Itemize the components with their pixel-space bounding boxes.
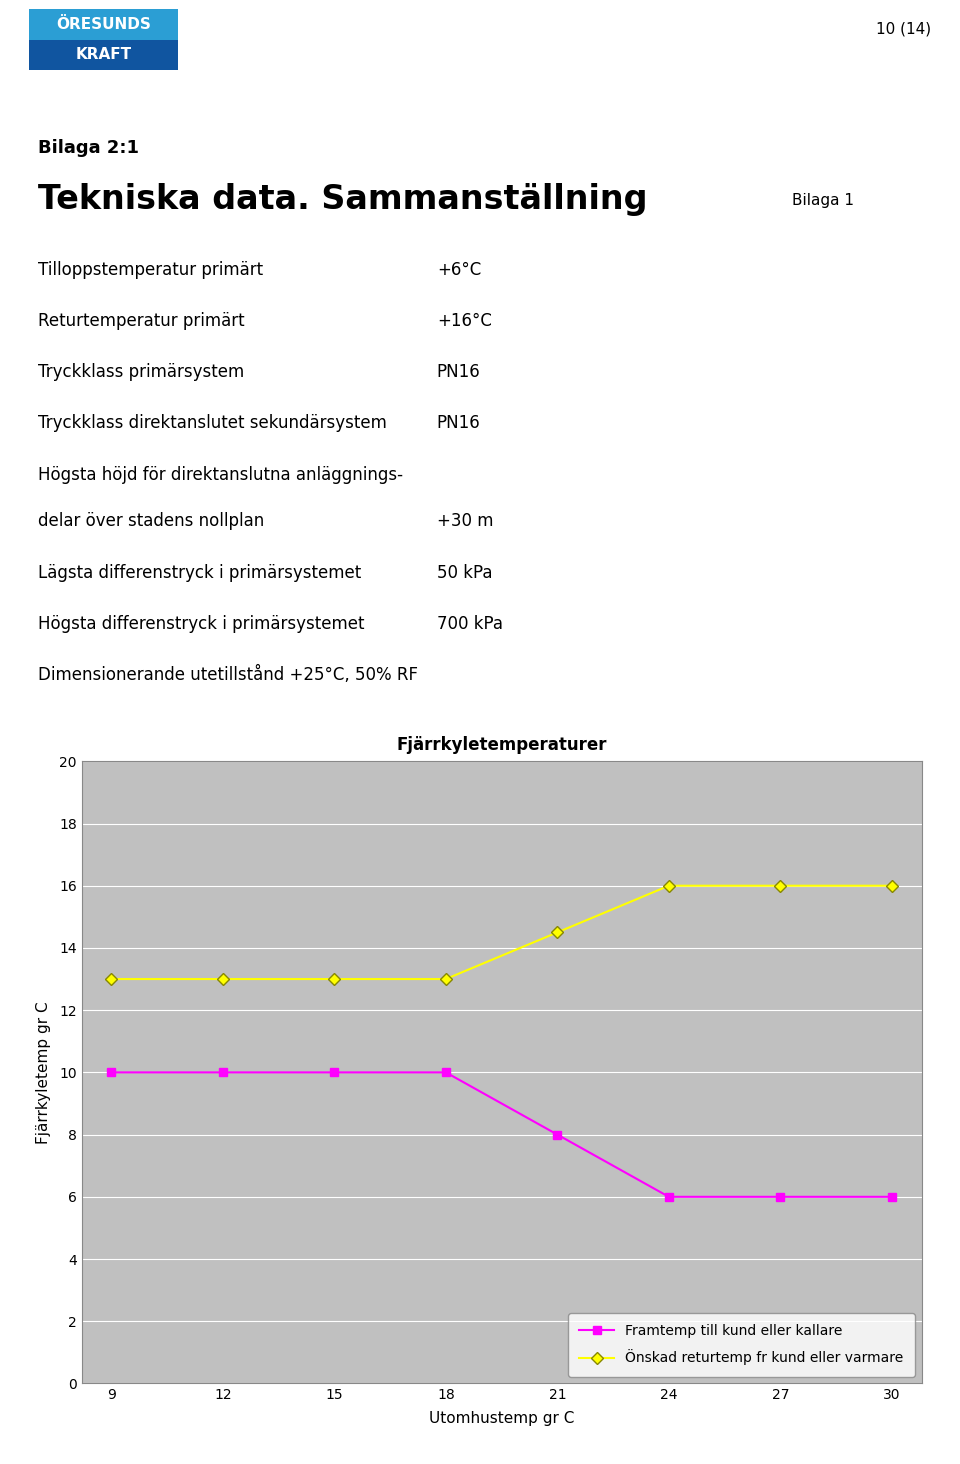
Text: Bilaga 1: Bilaga 1 bbox=[792, 193, 854, 208]
Text: Tilloppstemperatur primärt: Tilloppstemperatur primärt bbox=[38, 261, 264, 278]
Text: ÖRESUNDS: ÖRESUNDS bbox=[56, 16, 151, 32]
Text: +16°C: +16°C bbox=[437, 312, 492, 329]
Text: Högsta differenstryck i primärsystemet: Högsta differenstryck i primärsystemet bbox=[38, 615, 365, 632]
Text: Tryckklass primärsystem: Tryckklass primärsystem bbox=[38, 363, 245, 381]
Text: PN16: PN16 bbox=[437, 414, 481, 432]
X-axis label: Utomhustemp gr C: Utomhustemp gr C bbox=[429, 1411, 574, 1426]
Bar bbox=[29, 9, 178, 40]
Text: +6°C: +6°C bbox=[437, 261, 481, 278]
Text: Högsta höjd för direktanslutna anläggnings-: Högsta höjd för direktanslutna anläggnin… bbox=[38, 466, 403, 483]
Text: 10 (14): 10 (14) bbox=[876, 22, 931, 37]
Text: +30 m: +30 m bbox=[437, 512, 493, 530]
Text: Tryckklass direktanslutet sekundärsystem: Tryckklass direktanslutet sekundärsystem bbox=[38, 414, 387, 432]
Bar bbox=[29, 40, 178, 70]
Text: PN16: PN16 bbox=[437, 363, 481, 381]
Text: Bilaga 2:1: Bilaga 2:1 bbox=[38, 139, 139, 157]
Text: Lägsta differenstryck i primärsystemet: Lägsta differenstryck i primärsystemet bbox=[38, 564, 362, 581]
Text: Tekniska data. Sammanställning: Tekniska data. Sammanställning bbox=[38, 183, 648, 217]
Legend: Framtemp till kund eller kallare, Önskad returtemp fr kund eller varmare: Framtemp till kund eller kallare, Önskad… bbox=[568, 1313, 915, 1376]
Title: Fjärrkyletemperaturer: Fjärrkyletemperaturer bbox=[396, 736, 607, 754]
Y-axis label: Fjärrkyletemp gr C: Fjärrkyletemp gr C bbox=[36, 1001, 51, 1143]
Text: Returtemperatur primärt: Returtemperatur primärt bbox=[38, 312, 245, 329]
Text: delar över stadens nollplan: delar över stadens nollplan bbox=[38, 512, 265, 530]
Text: 700 kPa: 700 kPa bbox=[437, 615, 503, 632]
Text: Dimensionerande utetillstånd +25°C, 50% RF: Dimensionerande utetillstånd +25°C, 50% … bbox=[38, 666, 419, 684]
Text: 50 kPa: 50 kPa bbox=[437, 564, 492, 581]
Text: KRAFT: KRAFT bbox=[75, 47, 132, 63]
